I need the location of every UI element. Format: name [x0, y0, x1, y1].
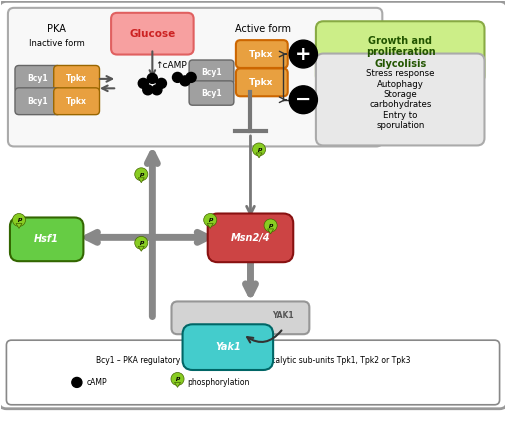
FancyBboxPatch shape: [182, 324, 273, 370]
Text: Bcy1: Bcy1: [27, 74, 48, 83]
Circle shape: [138, 78, 148, 88]
Text: Bcy1: Bcy1: [27, 97, 48, 106]
Polygon shape: [267, 229, 273, 234]
FancyBboxPatch shape: [10, 218, 83, 261]
FancyBboxPatch shape: [15, 65, 61, 92]
Text: p: p: [268, 223, 272, 228]
Text: cAMP: cAMP: [87, 378, 108, 387]
Polygon shape: [256, 153, 262, 158]
Text: Stress response
Autophagy
Storage
carbohydrates
Entry to
sporulation: Stress response Autophagy Storage carboh…: [366, 69, 434, 130]
Circle shape: [13, 214, 25, 227]
Text: p: p: [175, 376, 179, 381]
Text: ↑cAMP: ↑cAMP: [155, 61, 186, 71]
Circle shape: [147, 74, 157, 83]
Circle shape: [180, 76, 190, 86]
Circle shape: [252, 143, 265, 156]
Text: p: p: [139, 240, 143, 246]
Text: p: p: [17, 218, 21, 222]
Polygon shape: [138, 178, 144, 183]
Text: Active form: Active form: [235, 24, 290, 34]
Circle shape: [289, 40, 317, 68]
FancyBboxPatch shape: [235, 40, 287, 68]
Text: Bcy1: Bcy1: [200, 89, 221, 98]
FancyBboxPatch shape: [207, 214, 293, 262]
Circle shape: [171, 372, 184, 385]
Text: Tpkx: Tpkx: [249, 78, 273, 87]
Text: Bcy1: Bcy1: [200, 68, 221, 77]
FancyBboxPatch shape: [315, 54, 483, 145]
Polygon shape: [174, 382, 180, 387]
FancyBboxPatch shape: [235, 68, 287, 96]
Circle shape: [152, 85, 162, 95]
Circle shape: [156, 78, 166, 88]
Circle shape: [134, 168, 147, 181]
Text: p: p: [208, 218, 212, 222]
FancyBboxPatch shape: [315, 21, 483, 83]
Text: Growth and
proliferation
Glycolisis: Growth and proliferation Glycolisis: [365, 36, 434, 69]
Text: p: p: [139, 172, 143, 177]
Text: Tpkx: Tpkx: [249, 49, 273, 58]
Circle shape: [204, 214, 216, 227]
Text: phosphorylation: phosphorylation: [187, 378, 249, 387]
Text: PKA: PKA: [47, 24, 66, 34]
FancyBboxPatch shape: [54, 88, 99, 115]
Text: Bcy1 – PKA regulatory sub-unit; Tpkx – PKA catalytic sub-units Tpk1, Tpk2 or Tpk: Bcy1 – PKA regulatory sub-unit; Tpkx – P…: [95, 356, 410, 365]
Circle shape: [72, 378, 82, 387]
Text: YAK1: YAK1: [272, 311, 293, 320]
Circle shape: [134, 237, 147, 249]
FancyBboxPatch shape: [15, 88, 61, 115]
Circle shape: [172, 72, 182, 83]
Text: Tpkx: Tpkx: [66, 74, 87, 83]
Text: Msn2/4: Msn2/4: [230, 233, 270, 243]
Text: Tpkx: Tpkx: [66, 97, 87, 106]
FancyBboxPatch shape: [189, 60, 233, 84]
Text: −: −: [294, 90, 311, 109]
FancyBboxPatch shape: [111, 13, 193, 55]
Text: +: +: [294, 45, 311, 64]
Text: Glucose: Glucose: [129, 29, 175, 39]
FancyBboxPatch shape: [7, 340, 498, 405]
Circle shape: [142, 85, 153, 95]
Text: Inactive form: Inactive form: [29, 39, 84, 48]
Text: p: p: [256, 147, 261, 152]
Text: Hsf1: Hsf1: [34, 234, 59, 244]
Polygon shape: [138, 246, 144, 251]
Text: Yak1: Yak1: [215, 342, 240, 352]
Polygon shape: [207, 224, 213, 228]
FancyBboxPatch shape: [0, 1, 505, 409]
FancyBboxPatch shape: [189, 81, 233, 105]
FancyBboxPatch shape: [171, 301, 309, 334]
Circle shape: [264, 219, 277, 232]
Circle shape: [289, 86, 317, 114]
Polygon shape: [16, 224, 22, 228]
FancyBboxPatch shape: [8, 8, 382, 147]
Circle shape: [186, 72, 196, 83]
FancyBboxPatch shape: [54, 65, 99, 92]
